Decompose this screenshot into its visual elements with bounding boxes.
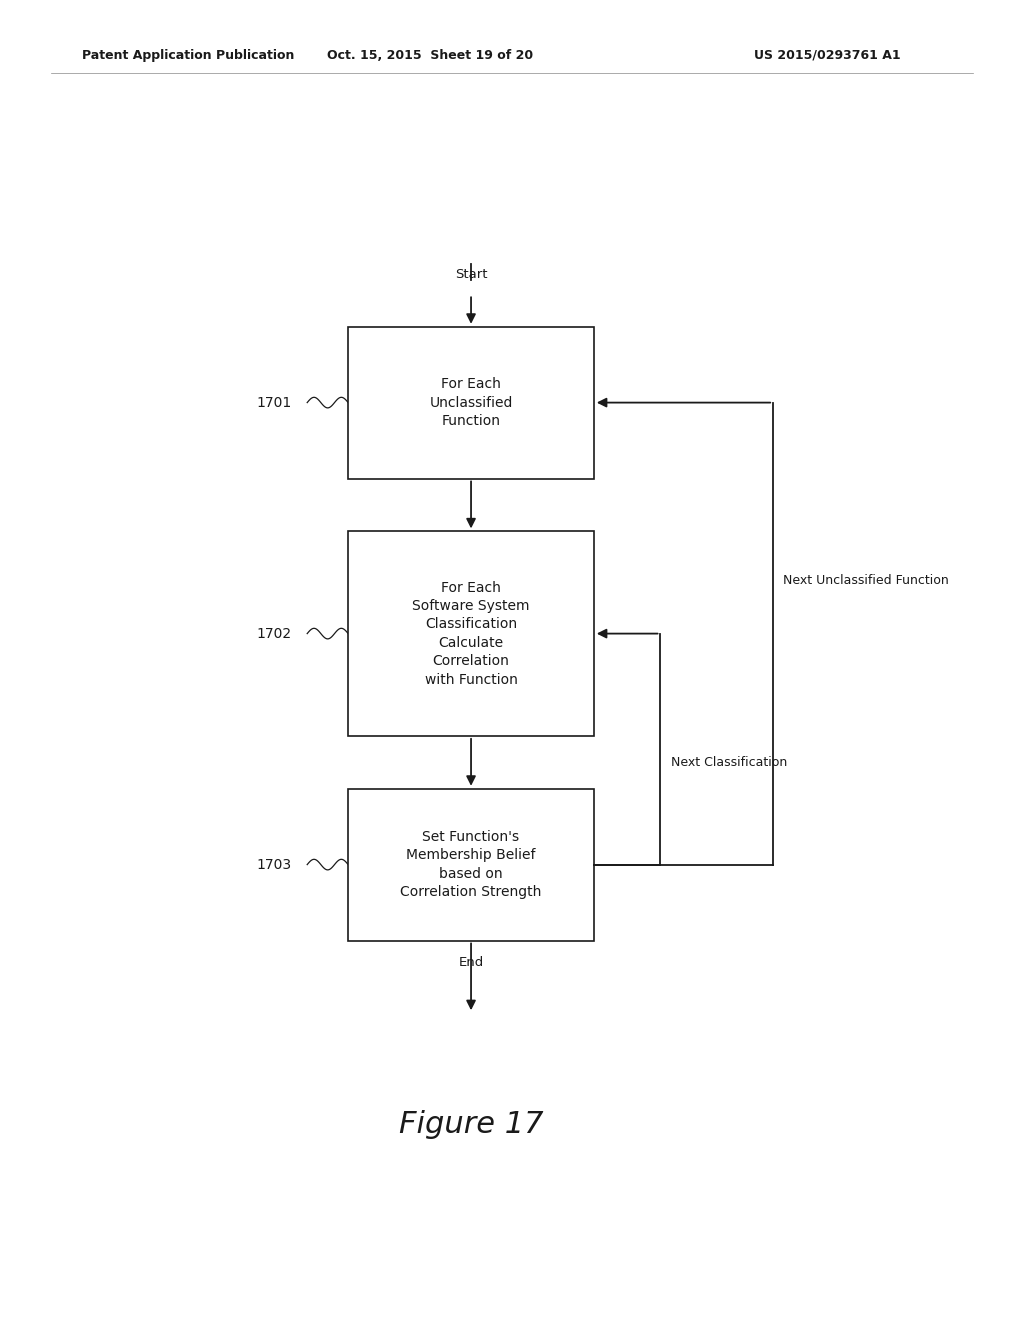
FancyBboxPatch shape — [348, 327, 594, 479]
Text: End: End — [459, 956, 483, 969]
Text: Start: Start — [455, 268, 487, 281]
Text: For Each
Unclassified
Function: For Each Unclassified Function — [429, 378, 513, 428]
Text: Next Unclassified Function: Next Unclassified Function — [783, 574, 949, 587]
FancyBboxPatch shape — [348, 789, 594, 940]
FancyBboxPatch shape — [348, 531, 594, 737]
Text: 1703: 1703 — [257, 858, 292, 871]
Text: Next Classification: Next Classification — [671, 756, 787, 768]
Text: 1702: 1702 — [257, 627, 292, 640]
Text: Set Function's
Membership Belief
based on
Correlation Strength: Set Function's Membership Belief based o… — [400, 830, 542, 899]
Text: Figure 17: Figure 17 — [398, 1110, 544, 1139]
Text: Oct. 15, 2015  Sheet 19 of 20: Oct. 15, 2015 Sheet 19 of 20 — [327, 49, 534, 62]
Text: For Each
Software System
Classification
Calculate
Correlation
with Function: For Each Software System Classification … — [413, 581, 529, 686]
Text: US 2015/0293761 A1: US 2015/0293761 A1 — [755, 49, 901, 62]
Text: 1701: 1701 — [257, 396, 292, 409]
Text: Patent Application Publication: Patent Application Publication — [82, 49, 294, 62]
